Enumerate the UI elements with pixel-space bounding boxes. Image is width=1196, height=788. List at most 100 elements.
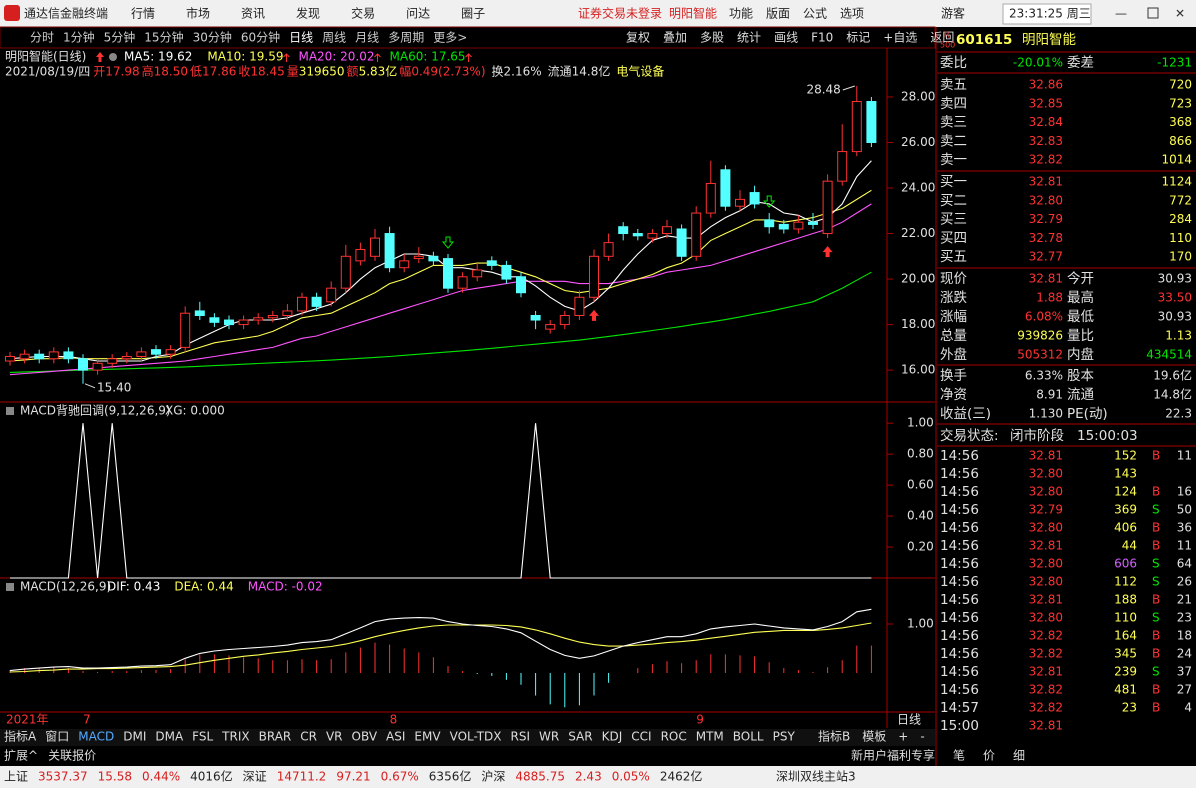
book-volume: 1014 [1161, 153, 1192, 167]
trade-side: B [1152, 485, 1160, 499]
indicator-tab: FSL [192, 730, 213, 744]
candle-body [413, 255, 424, 260]
y-tick-label: 16.00 [901, 363, 935, 377]
info-label: 量 [287, 65, 299, 79]
trade-volume: 152 [1114, 449, 1137, 463]
footer-link: 新用户福利专享 [851, 748, 935, 763]
candle-body [48, 351, 59, 360]
period-tab: 5分钟 [104, 30, 136, 45]
candle-body [428, 255, 439, 262]
minimize[interactable]: — [1115, 7, 1127, 21]
index-quote: 沪深 [481, 770, 505, 784]
candle-body [574, 296, 585, 316]
book-price: 32.79 [1029, 212, 1063, 226]
candle-body [78, 358, 88, 371]
trade-side: B [1152, 521, 1160, 535]
candle-body [92, 362, 103, 371]
book-volume: 720 [1169, 78, 1192, 92]
legend-entry: MACD: -0.02 [248, 580, 323, 594]
status-time: 15:00:03 [1077, 428, 1138, 444]
trade-count: 37 [1177, 665, 1192, 679]
candle-body [121, 355, 132, 360]
info-label: 幅 [399, 64, 411, 79]
badge: 500 [940, 41, 955, 50]
index-quote: 4016亿 [190, 769, 233, 784]
candle-body [5, 355, 15, 362]
candle-body [384, 233, 395, 269]
quote-value: 8.91 [1036, 388, 1063, 402]
indicator-tab: EMV [414, 730, 441, 744]
trade-price: 32.79 [1029, 503, 1063, 517]
indicator-tab: TRIX [221, 730, 249, 744]
quote-label: 委比 [940, 55, 967, 71]
toolbar-button: 返回 [930, 31, 954, 45]
index-quote: 深证 [243, 770, 267, 784]
y-tick-label: 22.00 [901, 226, 935, 240]
trade-price: 32.80 [1029, 611, 1063, 625]
period-tab: 月线 [355, 31, 379, 45]
footer-link: 扩展^ [4, 749, 38, 763]
candle-body [34, 353, 45, 360]
candle-body [297, 296, 307, 312]
trade-time: 14:56 [940, 646, 979, 662]
y-tick-label: 0.40 [907, 509, 934, 523]
close-icon [109, 53, 117, 61]
quote-value: 19.6亿 [1153, 368, 1192, 383]
close[interactable]: ✕ [1175, 7, 1185, 21]
y-tick-label: 18.00 [901, 317, 935, 331]
quote-value: 30.93 [1158, 272, 1192, 286]
candle-body [647, 233, 658, 239]
maximize[interactable] [1147, 7, 1159, 19]
quote-value: 1.88 [1036, 291, 1063, 305]
menu-item: 版面 [766, 7, 790, 21]
book-label: 买一 [940, 174, 967, 190]
quote-value: 30.93 [1158, 310, 1192, 324]
trend-arrow [465, 53, 472, 62]
menu-item: 交易 [351, 6, 375, 21]
quote-label: 流通 [1067, 387, 1095, 403]
y-tick-label: 26.00 [901, 135, 935, 149]
quote-value: 33.50 [1158, 291, 1192, 305]
menu-item: 行情 [131, 7, 155, 21]
book-price: 32.80 [1029, 193, 1063, 207]
book-label: 卖二 [940, 133, 967, 149]
indicator-tab: 指标A [4, 729, 37, 744]
index-quote: 4885.75 [515, 770, 565, 784]
book-label: 买二 [940, 193, 967, 209]
quote-label: PE(动) [1067, 406, 1108, 422]
indicator-tab: VOL-TDX [450, 730, 502, 744]
series-line [9, 622, 872, 673]
trade-volume: 110 [1114, 611, 1137, 625]
stock-link[interactable]: 明阳智能 [669, 6, 717, 21]
trade-side: B [1152, 629, 1160, 643]
status-value: 闭市阶段 [1010, 427, 1064, 444]
login-notice[interactable]: 证券交易未登录 [578, 6, 662, 21]
quote-label: 收益(三) [940, 406, 991, 422]
book-price: 32.78 [1029, 231, 1063, 245]
quote-label: 涨跌 [940, 290, 968, 306]
trade-volume: 164 [1114, 629, 1137, 643]
info-label: 额 [347, 65, 359, 79]
toolbar-button: F10 [811, 31, 833, 45]
quote-value: 434514 [1146, 348, 1192, 362]
candle-body [720, 169, 731, 207]
trade-volume: 369 [1114, 503, 1137, 517]
indicator-tab: 窗口 [45, 730, 69, 744]
candle-body [486, 260, 497, 266]
toolbar-button: 统计 [737, 31, 761, 45]
trade-price: 32.81 [1029, 719, 1063, 733]
chart-title: MACD背驰回调(9,12,26,9) [20, 404, 171, 418]
toolbar-button: 标记 [846, 31, 870, 45]
trade-count: 64 [1177, 557, 1192, 571]
period-tab: 周线 [322, 31, 346, 45]
trade-side: S [1152, 665, 1160, 679]
menu-item: 发现 [296, 6, 320, 21]
y-tick-label: 28.00 [901, 89, 935, 103]
trade-count: 11 [1177, 539, 1192, 553]
candle-body [370, 237, 380, 257]
book-volume: 772 [1169, 193, 1192, 207]
period-tab: 分时 [30, 31, 54, 45]
menu-item: 市场 [186, 6, 210, 21]
trade-side: S [1152, 611, 1160, 625]
